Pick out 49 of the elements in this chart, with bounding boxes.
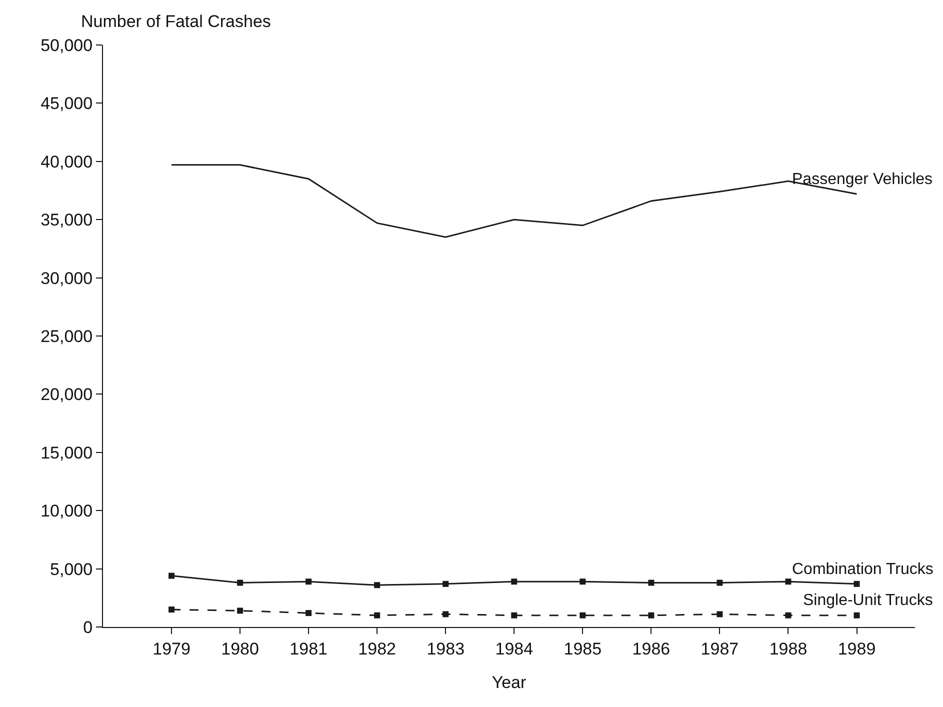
point	[442, 580, 449, 587]
x-tick-label: 1988	[769, 639, 808, 658]
y-tick-label: 5,000	[50, 560, 93, 579]
point	[237, 580, 244, 586]
x-tick-label: 1983	[426, 639, 465, 658]
point	[168, 606, 175, 613]
x-tick-label: 1981	[290, 639, 328, 658]
point	[374, 612, 380, 618]
x-tick-label: 1989	[838, 639, 876, 658]
point	[716, 580, 723, 586]
x-tick-label: 1987	[700, 639, 739, 658]
series-label: Single-Unit Trucks	[803, 592, 933, 609]
point	[306, 578, 312, 585]
y-tick-label: 0	[83, 618, 93, 637]
point	[306, 610, 312, 616]
y-tick-label: 35,000	[40, 210, 93, 230]
point	[442, 611, 449, 618]
y-tick-label: 15,000	[40, 443, 93, 462]
x-tick-label: 1985	[564, 639, 602, 658]
x-tick-label: 1984	[495, 639, 534, 658]
y-tick-label: 30,000	[40, 268, 93, 288]
x-tick-label: 1982	[358, 639, 396, 658]
point	[854, 612, 860, 618]
y-tick-label: 20,000	[40, 385, 93, 404]
y-axis-title: Number of Fatal Crashes	[81, 12, 271, 31]
x-tick-label: 1986	[632, 639, 670, 658]
point	[237, 608, 244, 614]
y-tick-label: 10,000	[40, 502, 93, 521]
point	[648, 580, 654, 586]
point	[854, 580, 860, 587]
y-tick-label: 25,000	[40, 326, 93, 346]
point	[168, 572, 175, 579]
series-label: Combination Trucks	[792, 561, 934, 578]
point	[580, 578, 586, 585]
x-axis-title: Year	[492, 673, 527, 692]
point	[716, 611, 723, 618]
point	[511, 578, 518, 585]
point	[648, 612, 654, 618]
x-tick-label: 1980	[221, 639, 259, 658]
point	[580, 612, 586, 618]
y-tick-label: 40,000	[40, 152, 93, 172]
point	[511, 612, 518, 618]
point	[374, 582, 380, 588]
y-tick-label: 50,000	[40, 36, 93, 55]
point	[785, 578, 792, 585]
point	[785, 612, 792, 618]
series-label: Passenger Vehicles	[792, 171, 933, 188]
x-tick-label: 1979	[152, 639, 190, 658]
y-tick-label: 45,000	[40, 94, 93, 114]
